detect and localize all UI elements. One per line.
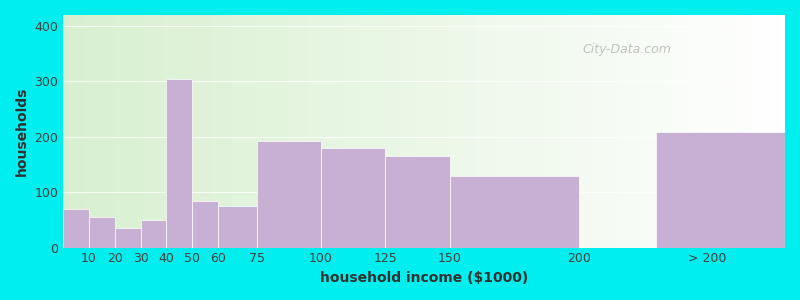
Bar bbox=[89, 217, 115, 247]
Bar bbox=[115, 228, 141, 248]
X-axis label: household income ($1000): household income ($1000) bbox=[320, 271, 528, 285]
Bar bbox=[218, 206, 257, 248]
Text: City-Data.com: City-Data.com bbox=[583, 43, 672, 56]
Bar bbox=[321, 148, 386, 248]
Bar bbox=[450, 176, 578, 248]
Bar bbox=[386, 156, 450, 248]
Bar bbox=[63, 209, 89, 248]
Bar bbox=[166, 79, 192, 248]
Y-axis label: households: households bbox=[15, 87, 29, 176]
Bar bbox=[192, 200, 218, 247]
Bar bbox=[656, 132, 785, 248]
Bar bbox=[141, 220, 166, 248]
Bar bbox=[257, 141, 321, 248]
